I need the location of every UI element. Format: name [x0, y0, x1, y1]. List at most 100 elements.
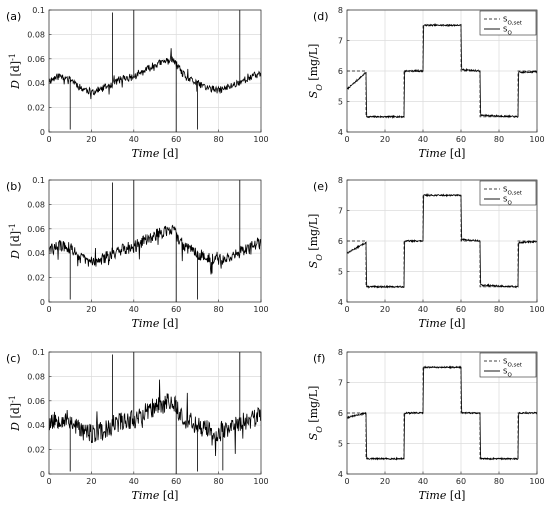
y-tick-label: 4 — [338, 470, 343, 479]
x-axis-title: Time [d] — [419, 147, 466, 160]
series-line-d — [49, 352, 261, 474]
chart-panel-c: 0 20 40 60 80 100 0 0.02 0.04 0.06 0.08 0.1 (c) D [d]… — [6, 348, 269, 502]
y-tick-label: 8 — [338, 6, 343, 15]
x-tick-label: 80 — [214, 477, 224, 486]
x-tick-label: 60 — [456, 477, 466, 486]
series-line-d — [49, 180, 261, 302]
y-tick-label: 0.08 — [27, 30, 45, 39]
y-tick-label: 0.04 — [27, 421, 45, 430]
x-tick-label: 60 — [171, 305, 181, 314]
y-tick-label: 0 — [40, 128, 45, 137]
x-tick-label: 80 — [494, 305, 504, 314]
y-tick-label: 0.04 — [27, 249, 45, 258]
y-axis-title: D [d]-1 — [8, 223, 23, 260]
y-tick-label: 0.08 — [27, 200, 45, 209]
x-tick-label: 20 — [86, 135, 96, 144]
x-tick-label: 100 — [529, 135, 544, 144]
legend-entry: SO — [503, 26, 512, 37]
series-line-s-o — [347, 365, 537, 461]
x-tick-label: 100 — [529, 305, 544, 314]
x-tick-label: 80 — [214, 135, 224, 144]
x-tick-label: 0 — [344, 135, 349, 144]
x-tick-label: 100 — [529, 477, 544, 486]
x-tick-label: 40 — [418, 477, 428, 486]
series-line-s-o — [347, 193, 537, 289]
panel-label: (f) — [313, 352, 325, 365]
x-axis-title: Time [d] — [419, 317, 466, 330]
y-axis-title: SO [mg/L] — [307, 44, 324, 99]
y-tick-label: 0.1 — [32, 6, 45, 15]
x-tick-label: 0 — [344, 477, 349, 486]
y-tick-label: 7 — [338, 207, 343, 216]
y-tick-label: 0.06 — [27, 225, 45, 234]
x-tick-label: 40 — [129, 477, 139, 486]
y-tick-label: 0.02 — [27, 274, 45, 283]
x-tick-label: 80 — [494, 477, 504, 486]
y-axis-title: SO [mg/L] — [307, 386, 324, 441]
x-tick-label: 60 — [171, 477, 181, 486]
x-axis-title: Time [d] — [132, 489, 179, 502]
y-tick-label: 7 — [338, 37, 343, 46]
axes-frame — [48, 9, 262, 133]
y-tick-label: 0.1 — [32, 348, 45, 357]
x-tick-label: 100 — [253, 305, 268, 314]
y-tick-label: 8 — [338, 348, 343, 357]
y-tick-label: 0 — [40, 470, 45, 479]
y-tick-label: 6 — [338, 237, 343, 246]
chart-panel-b: 0 20 40 60 80 100 0 0.02 0.04 0.06 0.08 0.1 (b) D [d]… — [6, 176, 269, 330]
axes-frame — [48, 179, 262, 303]
y-tick-label: 0.06 — [27, 55, 45, 64]
y-tick-label: 5 — [338, 268, 343, 277]
plot-area — [49, 180, 261, 302]
x-tick-label: 80 — [214, 305, 224, 314]
y-tick-label: 7 — [338, 379, 343, 388]
series-line-d — [49, 10, 261, 132]
panel-label: (a) — [6, 10, 21, 23]
y-tick-label: 0.04 — [27, 79, 45, 88]
y-tick-label: 6 — [338, 409, 343, 418]
axes-frame — [346, 179, 538, 303]
y-axis-title: D [d]-1 — [8, 53, 23, 90]
chart-panel-a: 0 20 40 60 80 100 0 0.02 0.04 0.06 0.08 0.1 (a) D [d]… — [6, 6, 269, 160]
x-tick-label: 60 — [171, 135, 181, 144]
legend-entry: SO,set — [503, 16, 523, 27]
y-tick-label: 0.1 — [32, 176, 45, 185]
y-tick-label: 5 — [338, 440, 343, 449]
x-axis-title: Time [d] — [132, 317, 179, 330]
panel-label: (c) — [6, 352, 21, 365]
x-tick-label: 100 — [253, 477, 268, 486]
y-tick-label: 5 — [338, 98, 343, 107]
x-tick-label: 20 — [380, 135, 390, 144]
x-tick-label: 20 — [380, 305, 390, 314]
panel-label: (e) — [313, 180, 328, 193]
x-tick-label: 80 — [494, 135, 504, 144]
x-axis-title: Time [d] — [132, 147, 179, 160]
y-axis-title: SO [mg/L] — [307, 214, 324, 269]
series-line-s-o — [347, 23, 537, 120]
legend-entry: SO — [503, 368, 512, 379]
x-tick-label: 0 — [344, 305, 349, 314]
legend-entry: SO,set — [503, 358, 523, 369]
x-tick-label: 60 — [456, 135, 466, 144]
x-tick-label: 40 — [129, 135, 139, 144]
x-axis-title: Time [d] — [419, 489, 466, 502]
x-tick-label: 100 — [253, 135, 268, 144]
y-tick-label: 0 — [40, 298, 45, 307]
x-tick-label: 40 — [129, 305, 139, 314]
y-tick-label: 6 — [338, 67, 343, 76]
y-tick-label: 8 — [338, 176, 343, 185]
legend-entry: SO — [503, 196, 512, 207]
y-tick-label: 0.02 — [27, 446, 45, 455]
y-axis-title: D [d]-1 — [8, 395, 23, 432]
legend-entry: SO,set — [503, 186, 523, 197]
axes-frame — [48, 351, 262, 475]
y-tick-label: 0.06 — [27, 397, 45, 406]
y-tick-label: 4 — [338, 298, 343, 307]
x-tick-label: 20 — [86, 477, 96, 486]
plot-area — [49, 10, 261, 132]
